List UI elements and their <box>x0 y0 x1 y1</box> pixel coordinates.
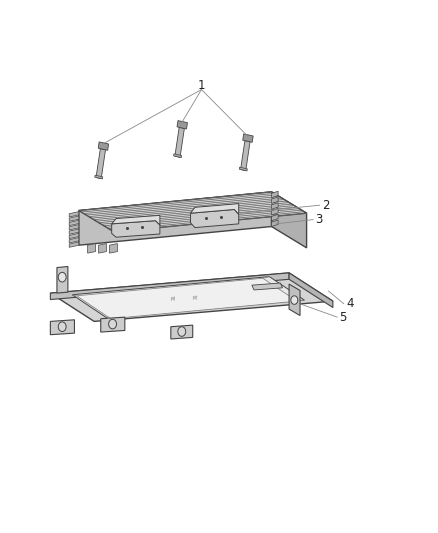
Text: 4: 4 <box>346 297 353 310</box>
Polygon shape <box>191 204 239 214</box>
Polygon shape <box>99 244 106 253</box>
Polygon shape <box>272 203 278 209</box>
Polygon shape <box>173 154 182 158</box>
Text: M: M <box>193 295 197 301</box>
Circle shape <box>109 319 117 329</box>
Polygon shape <box>272 214 278 221</box>
Circle shape <box>291 296 298 304</box>
Polygon shape <box>252 283 283 290</box>
Polygon shape <box>272 191 278 198</box>
Polygon shape <box>191 209 239 228</box>
Polygon shape <box>77 278 297 319</box>
Polygon shape <box>69 224 79 230</box>
Polygon shape <box>289 273 333 308</box>
Polygon shape <box>72 277 304 318</box>
Polygon shape <box>57 266 68 293</box>
Polygon shape <box>289 284 300 316</box>
Polygon shape <box>177 120 187 129</box>
Polygon shape <box>69 212 79 217</box>
Polygon shape <box>69 233 79 239</box>
Polygon shape <box>112 215 160 225</box>
Polygon shape <box>79 192 272 245</box>
Polygon shape <box>69 229 79 235</box>
Text: 3: 3 <box>315 213 323 226</box>
Polygon shape <box>50 273 333 321</box>
Polygon shape <box>50 273 289 300</box>
Polygon shape <box>96 149 106 179</box>
Text: 1: 1 <box>198 79 205 92</box>
Polygon shape <box>175 127 184 157</box>
Text: 5: 5 <box>339 311 347 324</box>
Circle shape <box>178 327 186 336</box>
Polygon shape <box>171 325 193 339</box>
Polygon shape <box>69 242 79 247</box>
Polygon shape <box>272 220 278 227</box>
Polygon shape <box>69 220 79 225</box>
Circle shape <box>58 272 66 282</box>
Text: 2: 2 <box>322 199 329 212</box>
Polygon shape <box>272 192 307 248</box>
Polygon shape <box>112 221 160 237</box>
Polygon shape <box>79 192 307 232</box>
Polygon shape <box>98 142 109 150</box>
Polygon shape <box>239 167 247 171</box>
Circle shape <box>58 322 66 332</box>
Polygon shape <box>110 244 117 253</box>
Polygon shape <box>69 216 79 221</box>
Polygon shape <box>50 320 74 335</box>
Polygon shape <box>88 244 95 253</box>
Polygon shape <box>101 317 125 332</box>
Polygon shape <box>272 197 278 204</box>
Polygon shape <box>69 238 79 243</box>
Polygon shape <box>243 134 253 142</box>
Polygon shape <box>95 175 103 179</box>
Polygon shape <box>240 141 250 171</box>
Text: M: M <box>171 297 175 302</box>
Polygon shape <box>272 208 278 215</box>
